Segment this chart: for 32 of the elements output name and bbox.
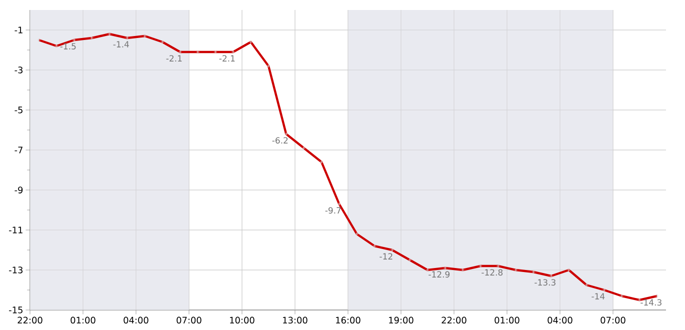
data-label: -2.1 bbox=[219, 55, 235, 62]
x-tick-label: 13:00 bbox=[283, 316, 308, 324]
data-label: -6.2 bbox=[272, 137, 288, 144]
x-tick-label: 19:00 bbox=[389, 316, 414, 324]
data-label: -1.5 bbox=[60, 43, 76, 50]
data-label: -14 bbox=[592, 293, 605, 300]
data-label: -13.3 bbox=[534, 279, 556, 286]
y-tick-label: -7 bbox=[14, 146, 22, 154]
x-tick-label: 04:00 bbox=[124, 316, 148, 324]
data-label: -14.3 bbox=[640, 299, 662, 306]
data-label: -12.9 bbox=[428, 271, 450, 278]
y-tick-label: -3 bbox=[14, 66, 23, 74]
x-tick-label: 04:00 bbox=[548, 316, 572, 324]
y-tick-label: -13 bbox=[9, 266, 23, 274]
y-tick-label: -15 bbox=[9, 306, 22, 314]
data-label: -12 bbox=[380, 253, 392, 260]
x-tick-label: 16:00 bbox=[336, 316, 360, 324]
data-label: -2.1 bbox=[166, 55, 182, 62]
data-label: -1.4 bbox=[113, 41, 129, 48]
data-label: -9.7 bbox=[325, 207, 341, 214]
x-tick-label: 07:00 bbox=[176, 316, 202, 324]
x-tick-label: 01:00 bbox=[494, 316, 520, 324]
data-label: -12.8 bbox=[482, 269, 503, 276]
y-tick-label: -9 bbox=[14, 186, 23, 194]
y-tick-label: -11 bbox=[9, 226, 22, 234]
x-tick-label: 22:00 bbox=[442, 316, 466, 324]
x-tick-label: 01:00 bbox=[70, 316, 96, 324]
x-tick-label: 07:00 bbox=[600, 316, 626, 324]
y-tick-label: -1 bbox=[14, 26, 22, 34]
x-tick-label: 22:00 bbox=[18, 316, 42, 324]
y-tick-label: -5 bbox=[14, 106, 22, 114]
x-tick-label: 10:00 bbox=[230, 316, 254, 324]
